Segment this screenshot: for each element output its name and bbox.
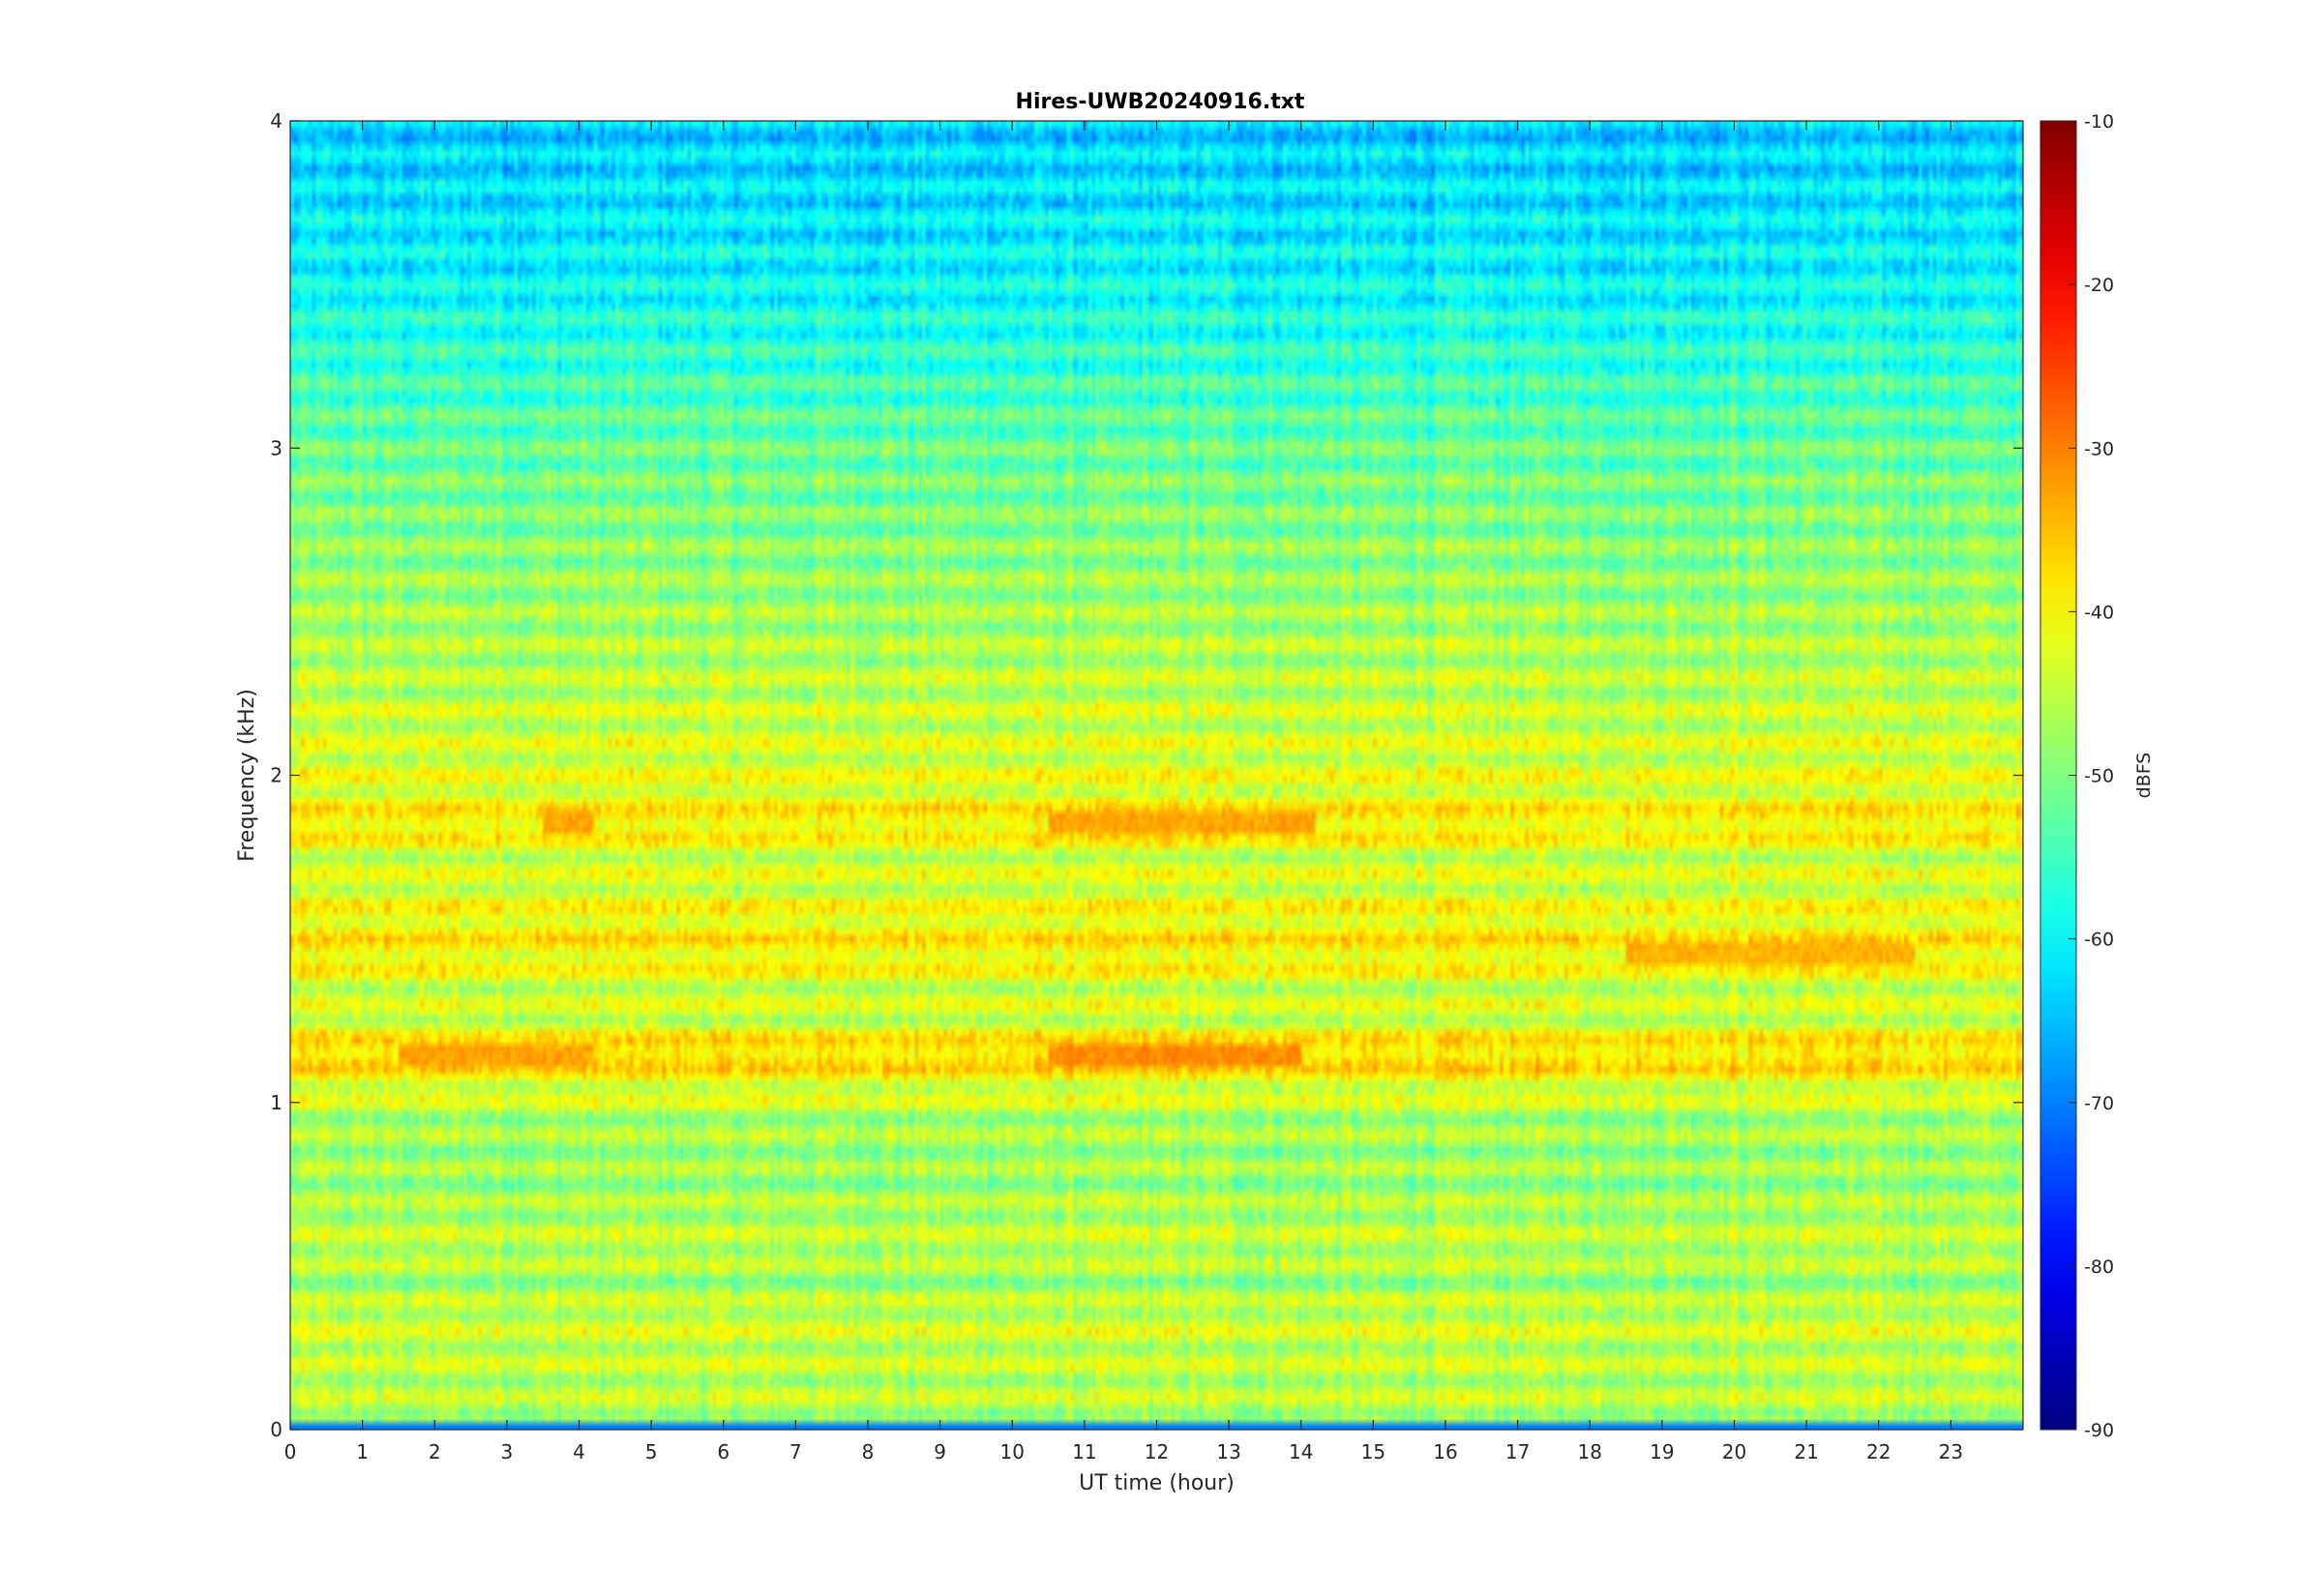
colorbar: -90 -80 -70 -60 -50 -40 -30 -20 -10 dBFS	[2039, 111, 2155, 1441]
x-tick-label: 9	[934, 1440, 946, 1463]
x-tick-label: 4	[573, 1440, 585, 1463]
y-tick-label: 4	[270, 109, 283, 133]
x-tick-label: 18	[1578, 1440, 1602, 1463]
x-tick-label: 16	[1433, 1440, 1457, 1463]
heatmap-image	[290, 121, 2023, 1430]
x-tick-label: 7	[789, 1440, 802, 1463]
x-tick-label: 22	[1866, 1440, 1890, 1463]
x-tick-label: 12	[1145, 1440, 1169, 1463]
y-tick-label: 0	[270, 1418, 283, 1441]
colorbar-tick-label: -70	[2084, 1093, 2114, 1114]
x-tick-label: 10	[1000, 1440, 1025, 1463]
y-tick-label: 2	[270, 764, 283, 787]
colorbar-tick-label: -20	[2084, 275, 2114, 296]
x-axis-label: UT time (hour)	[1079, 1471, 1235, 1495]
colorbar-label: dBFS	[2133, 753, 2155, 799]
x-tick-label: 8	[862, 1440, 875, 1463]
colorbar-tick-label: -60	[2084, 930, 2114, 951]
x-tick-label: 15	[1361, 1440, 1385, 1463]
chart-title: Hires-UWB20240916.txt	[1016, 90, 1305, 114]
x-tick-label: 17	[1505, 1440, 1530, 1463]
colorbar-tick-label: -80	[2084, 1256, 2114, 1278]
x-tick-label: 23	[1939, 1440, 1963, 1463]
colorbar-tick-label: -10	[2084, 111, 2114, 133]
x-tick-label: 19	[1650, 1440, 1674, 1463]
x-tick-label: 21	[1794, 1440, 1818, 1463]
x-tick-label: 20	[1722, 1440, 1746, 1463]
x-axis: 0 1 2 3 4 5 6 7 8 9 10 11 12 13 14 15 16 17 18 19 20 21 22 23	[284, 121, 1963, 1463]
colorbar-tick-label: -90	[2084, 1420, 2114, 1441]
x-tick-label: 5	[645, 1440, 658, 1463]
x-tick-label: 6	[717, 1440, 729, 1463]
x-tick-label: 11	[1072, 1440, 1096, 1463]
x-tick-label: 0	[284, 1440, 297, 1463]
spectrogram-heatmap	[290, 121, 2023, 1430]
x-tick-label: 1	[356, 1440, 369, 1463]
colorbar-ticks: -90 -80 -70 -60 -50 -40 -30 -20 -10	[2069, 111, 2114, 1441]
x-tick-label: 2	[429, 1440, 441, 1463]
y-axis-label: Frequency (kHz)	[235, 689, 259, 862]
colorbar-tick-label: -50	[2084, 766, 2114, 787]
x-tick-label: 14	[1289, 1440, 1313, 1463]
colorbar-tick-label: -40	[2084, 602, 2114, 623]
y-tick-label: 1	[270, 1091, 283, 1114]
y-tick-label: 3	[270, 436, 283, 459]
y-axis: 0 1 2 3 4	[270, 109, 2023, 1441]
colorbar-tick-label: -30	[2084, 438, 2114, 459]
x-tick-label: 3	[501, 1440, 514, 1463]
x-tick-label: 13	[1216, 1440, 1240, 1463]
